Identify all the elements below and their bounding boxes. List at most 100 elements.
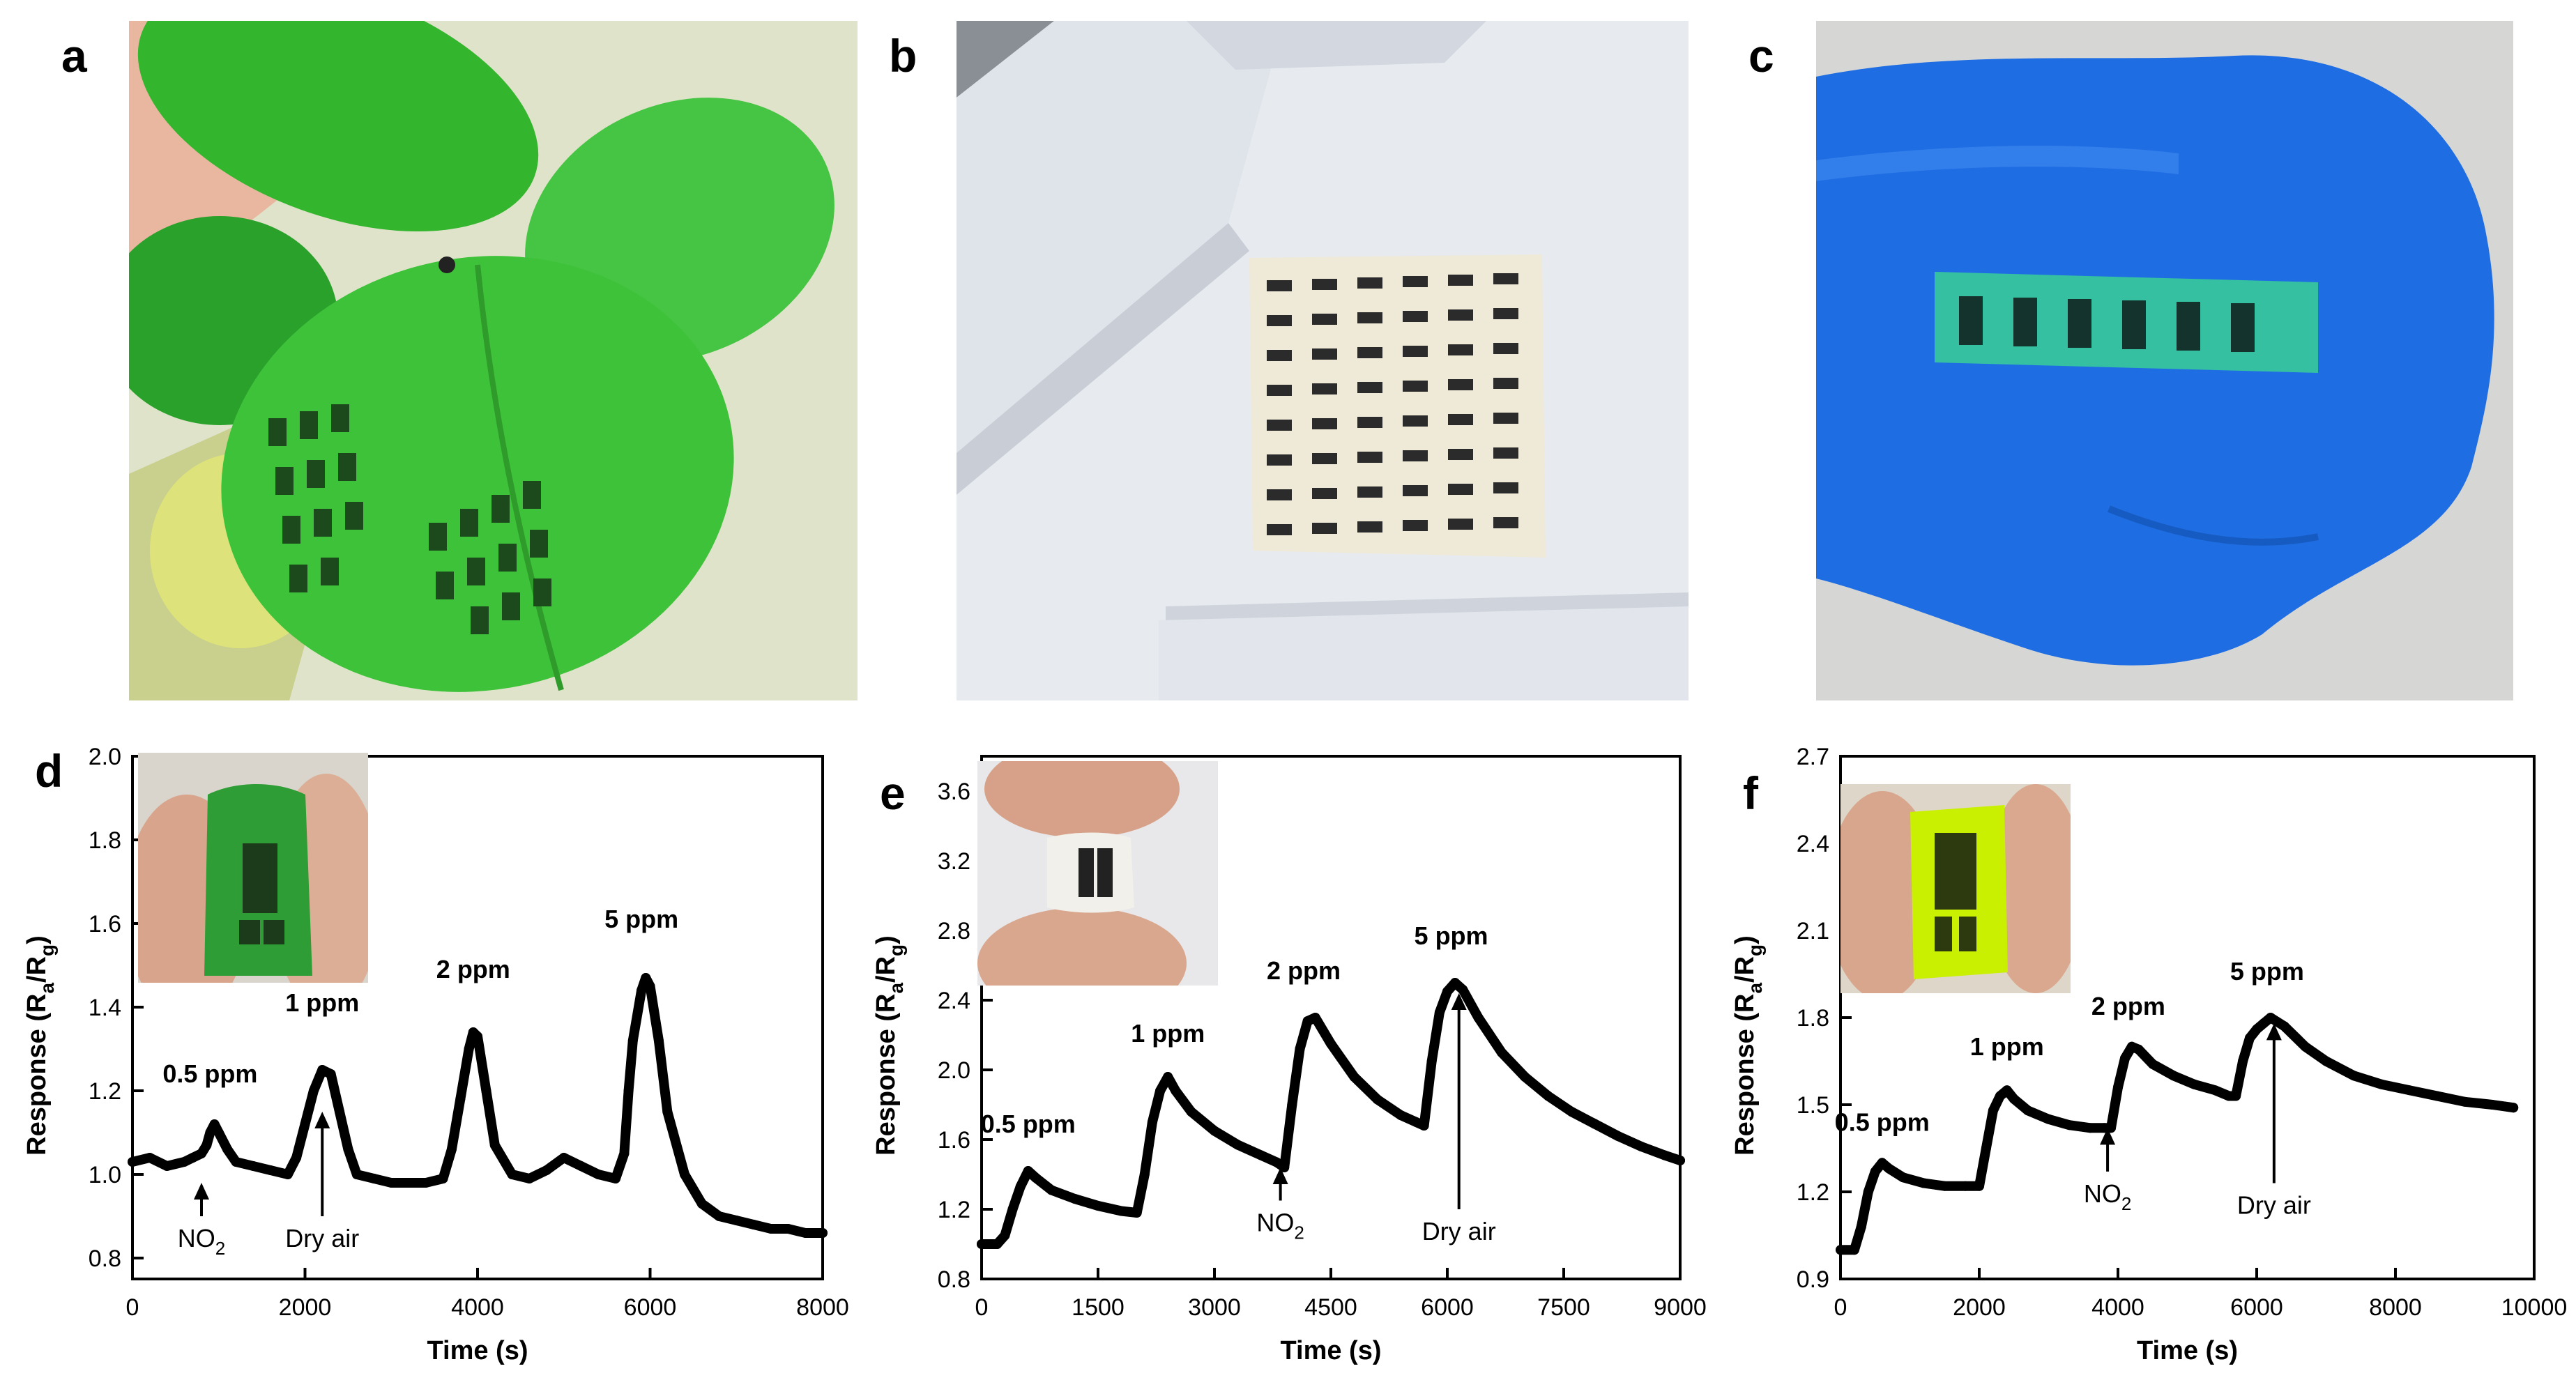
data-point [1884, 1163, 1894, 1174]
data-point [1543, 1091, 1553, 1101]
y-tick-label: 1.2 [938, 1197, 970, 1223]
data-point [205, 1128, 215, 1137]
photo-glove-sensor [1816, 21, 2513, 700]
data-point [1000, 1230, 1010, 1241]
panel-letter-d: d [35, 745, 63, 797]
concentration-label: 2 ppm [1267, 956, 1341, 985]
data-point [1960, 1181, 1971, 1191]
data-point [1590, 1119, 1600, 1129]
data-point [1919, 1178, 1929, 1188]
data-point [714, 1211, 724, 1221]
data-point [2508, 1103, 2519, 1113]
y-tick-label: 1.0 [89, 1162, 121, 1188]
y-tick-label: 0.9 [1797, 1266, 1829, 1293]
data-point [2404, 1085, 2414, 1096]
data-point [2120, 1053, 2130, 1064]
data-point [1870, 1166, 1880, 1177]
y-tick-label: 2.0 [938, 1057, 970, 1084]
x-tick-label: 9000 [1654, 1294, 1707, 1321]
data-point [1856, 1222, 1866, 1232]
data-point [248, 1161, 259, 1171]
data-point [209, 1119, 220, 1129]
concentration-label: 5 ppm [1415, 921, 1488, 950]
data-point [2002, 1085, 2012, 1096]
panel-letter-f: f [1743, 767, 1758, 819]
data-point [2022, 1105, 2033, 1116]
y-tick-label: 0.8 [938, 1266, 970, 1293]
data-point [1256, 1150, 1266, 1160]
data-point [1849, 1245, 1859, 1255]
data-point [326, 1069, 336, 1079]
data-point [2487, 1100, 2498, 1110]
data-point [1450, 978, 1461, 988]
data-point [308, 1086, 319, 1096]
data-point [749, 1220, 759, 1229]
panel-letter-b: b [889, 30, 917, 82]
data-point [335, 1107, 344, 1117]
data-point [1272, 1157, 1282, 1167]
x-tick-label: 8000 [796, 1294, 849, 1321]
data-point [2258, 1018, 2269, 1029]
data-point [623, 1086, 634, 1096]
data-point [1863, 1187, 1873, 1197]
concentration-label: 5 ppm [604, 905, 678, 933]
concentration-label: 2 ppm [436, 955, 510, 983]
series-line-f [1836, 1013, 2519, 1255]
data-point [800, 1228, 811, 1238]
data-point [464, 1044, 474, 1054]
data-point [291, 1153, 302, 1163]
data-point [2147, 1059, 2158, 1069]
x-tick-label: 7500 [1537, 1294, 1590, 1321]
data-point [680, 1170, 689, 1179]
panel-letter-e: e [880, 767, 906, 819]
data-point [2231, 1091, 2241, 1101]
data-point [213, 1128, 224, 1137]
data-point [2432, 1091, 2442, 1101]
data-point [2210, 1085, 2220, 1096]
data-point [162, 1161, 172, 1171]
data-point [1015, 1181, 1026, 1192]
data-point [282, 1170, 293, 1179]
data-point [231, 1157, 241, 1167]
x-tick-label: 0 [126, 1294, 139, 1321]
y-tick-label: 2.7 [1797, 744, 1829, 770]
data-point [1981, 1143, 1991, 1154]
concentration-label: 1 ppm [285, 988, 359, 1017]
x-tick-label: 6000 [1421, 1294, 1474, 1321]
data-point [2168, 1071, 2179, 1081]
chart-f: 0 2000 4000 6000 8000 10000 0.9 1.2 1.5 1.8 2.1 2.4… [1730, 744, 2567, 1365]
data-point [404, 1178, 413, 1188]
data-point [420, 1178, 431, 1188]
arrow-label: Dry air [1422, 1217, 1496, 1246]
data-point [2265, 1013, 2276, 1022]
data-point [593, 1170, 604, 1179]
y-tick-label: 2.4 [938, 988, 970, 1014]
data-point [1473, 1013, 1484, 1022]
data-point [507, 1170, 517, 1179]
data-point [627, 1036, 638, 1045]
data-point [1988, 1105, 1998, 1116]
data-point [992, 1239, 1003, 1249]
data-point [1974, 1181, 1984, 1191]
arrow-label: Dry air [285, 1224, 359, 1252]
arrow-head [194, 1183, 209, 1200]
data-point [300, 1119, 310, 1129]
data-point [1007, 1204, 1018, 1214]
x-axis-label: Time (s) [2137, 1336, 2238, 1365]
x-tick-label: 4000 [451, 1294, 504, 1321]
arrow-head [1451, 993, 1467, 1010]
data-point [2189, 1079, 2200, 1089]
arrow-head [314, 1112, 330, 1128]
data-point [2300, 1041, 2310, 1052]
data-point [1233, 1140, 1243, 1150]
data-point [1613, 1131, 1623, 1141]
data-point [783, 1224, 793, 1234]
data-point [1939, 1181, 1950, 1191]
data-point [2043, 1114, 2054, 1124]
x-tick-label: 0 [1834, 1294, 1847, 1321]
x-axis-label: Time (s) [1280, 1336, 1381, 1365]
data-point [1310, 1013, 1320, 1022]
glove-photo-illustration [1816, 21, 2513, 700]
y-tick-label: 2.1 [1797, 918, 1829, 944]
y-tick-label: 2.0 [89, 744, 121, 770]
